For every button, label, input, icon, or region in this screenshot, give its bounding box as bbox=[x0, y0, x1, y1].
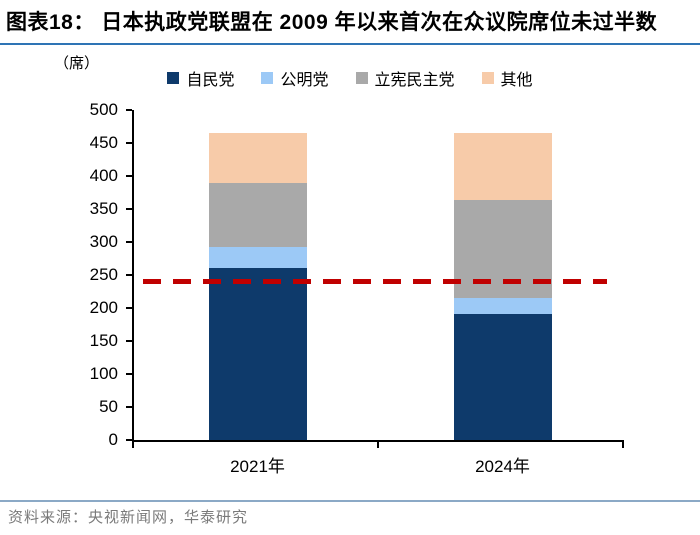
y-tick-label: 300 bbox=[89, 232, 118, 251]
y-tick-mark bbox=[126, 439, 132, 441]
y-tick-mark bbox=[126, 340, 132, 342]
x-tick-mark bbox=[622, 440, 624, 448]
legend-item-公明党: 公明党 bbox=[261, 66, 329, 90]
legend: 自民党 公明党 立宪民主党 其他 bbox=[0, 66, 700, 90]
y-tick-label: 350 bbox=[89, 199, 118, 218]
legend-label: 公明党 bbox=[280, 72, 329, 89]
bar-segment-公明党 bbox=[208, 246, 307, 268]
y-tick-label: 150 bbox=[89, 331, 118, 350]
y-tick-mark bbox=[126, 406, 132, 408]
figure-title: 图表18： 日本执政党联盟在 2009 年以来首次在众议院席位未过半数 bbox=[0, 0, 700, 45]
y-tick-label: 0 bbox=[108, 430, 118, 449]
y-tick-label: 200 bbox=[89, 298, 118, 317]
legend-swatch bbox=[167, 72, 180, 84]
y-axis-line bbox=[132, 110, 134, 442]
y-tick-label: 250 bbox=[89, 265, 118, 284]
legend-swatch bbox=[261, 72, 274, 84]
legend-label: 其他 bbox=[500, 72, 533, 89]
bar-segment-其他 bbox=[208, 133, 307, 184]
y-tick-mark bbox=[126, 208, 132, 210]
legend-swatch bbox=[355, 72, 368, 84]
bar-segment-立宪民主党 bbox=[208, 183, 307, 247]
source-row: 资料来源：央视新闻网，华泰研究 bbox=[0, 500, 700, 527]
legend-swatch bbox=[481, 72, 494, 84]
y-tick-mark bbox=[126, 109, 132, 111]
legend-item-立宪民主党: 立宪民主党 bbox=[355, 66, 455, 90]
figure-title-text: 图表18： 日本执政党联盟在 2009 年以来首次在众议院席位未过半数 bbox=[6, 11, 658, 34]
x-category-label: 2024年 bbox=[475, 457, 530, 476]
y-tick-label: 400 bbox=[89, 166, 118, 185]
y-tick-mark bbox=[126, 274, 132, 276]
y-tick-label: 500 bbox=[89, 100, 118, 119]
legend-item-自民党: 自民党 bbox=[167, 66, 234, 90]
x-tick-mark bbox=[377, 440, 379, 448]
legend-item-其他: 其他 bbox=[481, 66, 533, 90]
bar-segment-自民党 bbox=[208, 267, 307, 440]
x-category-label: 2021年 bbox=[230, 457, 285, 476]
y-tick-label: 50 bbox=[99, 397, 118, 416]
plot-area: 0 50 100 150 200 250 300 350 400 450 500 2021年 2024年 bbox=[89, 100, 624, 476]
y-tick-mark bbox=[126, 307, 132, 309]
legend-label: 立宪民主党 bbox=[374, 72, 455, 89]
x-tick-mark bbox=[132, 440, 134, 448]
y-tick-mark bbox=[126, 175, 132, 177]
bar-segment-其他 bbox=[453, 133, 552, 201]
legend-label: 自民党 bbox=[186, 72, 235, 89]
y-tick-mark bbox=[126, 241, 132, 243]
y-tick-label: 450 bbox=[89, 133, 118, 152]
y-tick-label: 100 bbox=[89, 364, 118, 383]
source-text: 资料来源：央视新闻网，华泰研究 bbox=[8, 508, 249, 526]
bar-segment-自民党 bbox=[453, 313, 552, 440]
y-tick-mark bbox=[126, 142, 132, 144]
bar-segment-公明党 bbox=[453, 298, 552, 314]
y-axis-unit-label: （席） bbox=[54, 55, 100, 72]
majority-line bbox=[143, 279, 607, 285]
y-tick-mark bbox=[126, 373, 132, 375]
